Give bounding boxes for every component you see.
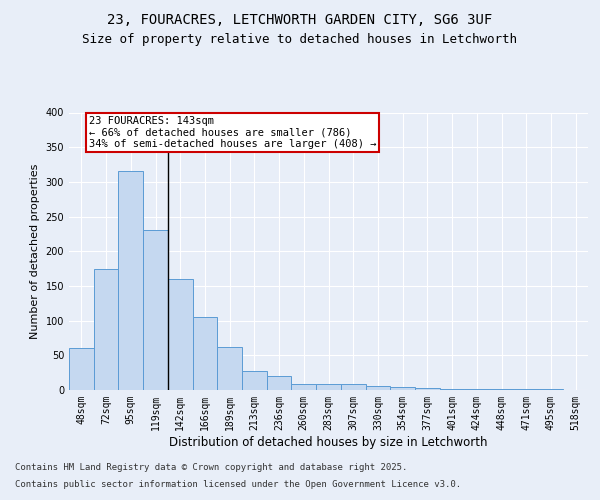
Bar	[440, 388, 464, 390]
Bar	[242, 372, 267, 390]
Text: Contains public sector information licensed under the Open Government Licence v3: Contains public sector information licen…	[15, 480, 461, 489]
Bar	[415, 388, 440, 390]
Bar	[143, 230, 168, 390]
Bar	[316, 384, 341, 390]
Text: 23 FOURACRES: 143sqm
← 66% of detached houses are smaller (786)
34% of semi-deta: 23 FOURACRES: 143sqm ← 66% of detached h…	[89, 116, 376, 149]
Bar	[168, 279, 193, 390]
Bar	[94, 268, 118, 390]
Bar	[292, 384, 316, 390]
Bar	[390, 387, 415, 390]
X-axis label: Distribution of detached houses by size in Letchworth: Distribution of detached houses by size …	[169, 436, 488, 448]
Text: 23, FOURACRES, LETCHWORTH GARDEN CITY, SG6 3UF: 23, FOURACRES, LETCHWORTH GARDEN CITY, S…	[107, 12, 493, 26]
Bar	[217, 347, 242, 390]
Bar	[341, 384, 365, 390]
Bar	[69, 348, 94, 390]
Bar	[365, 386, 390, 390]
Bar	[193, 317, 217, 390]
Text: Size of property relative to detached houses in Letchworth: Size of property relative to detached ho…	[83, 32, 517, 46]
Bar	[267, 376, 292, 390]
Y-axis label: Number of detached properties: Number of detached properties	[30, 164, 40, 339]
Bar	[118, 172, 143, 390]
Bar	[464, 388, 489, 390]
Text: Contains HM Land Registry data © Crown copyright and database right 2025.: Contains HM Land Registry data © Crown c…	[15, 464, 407, 472]
